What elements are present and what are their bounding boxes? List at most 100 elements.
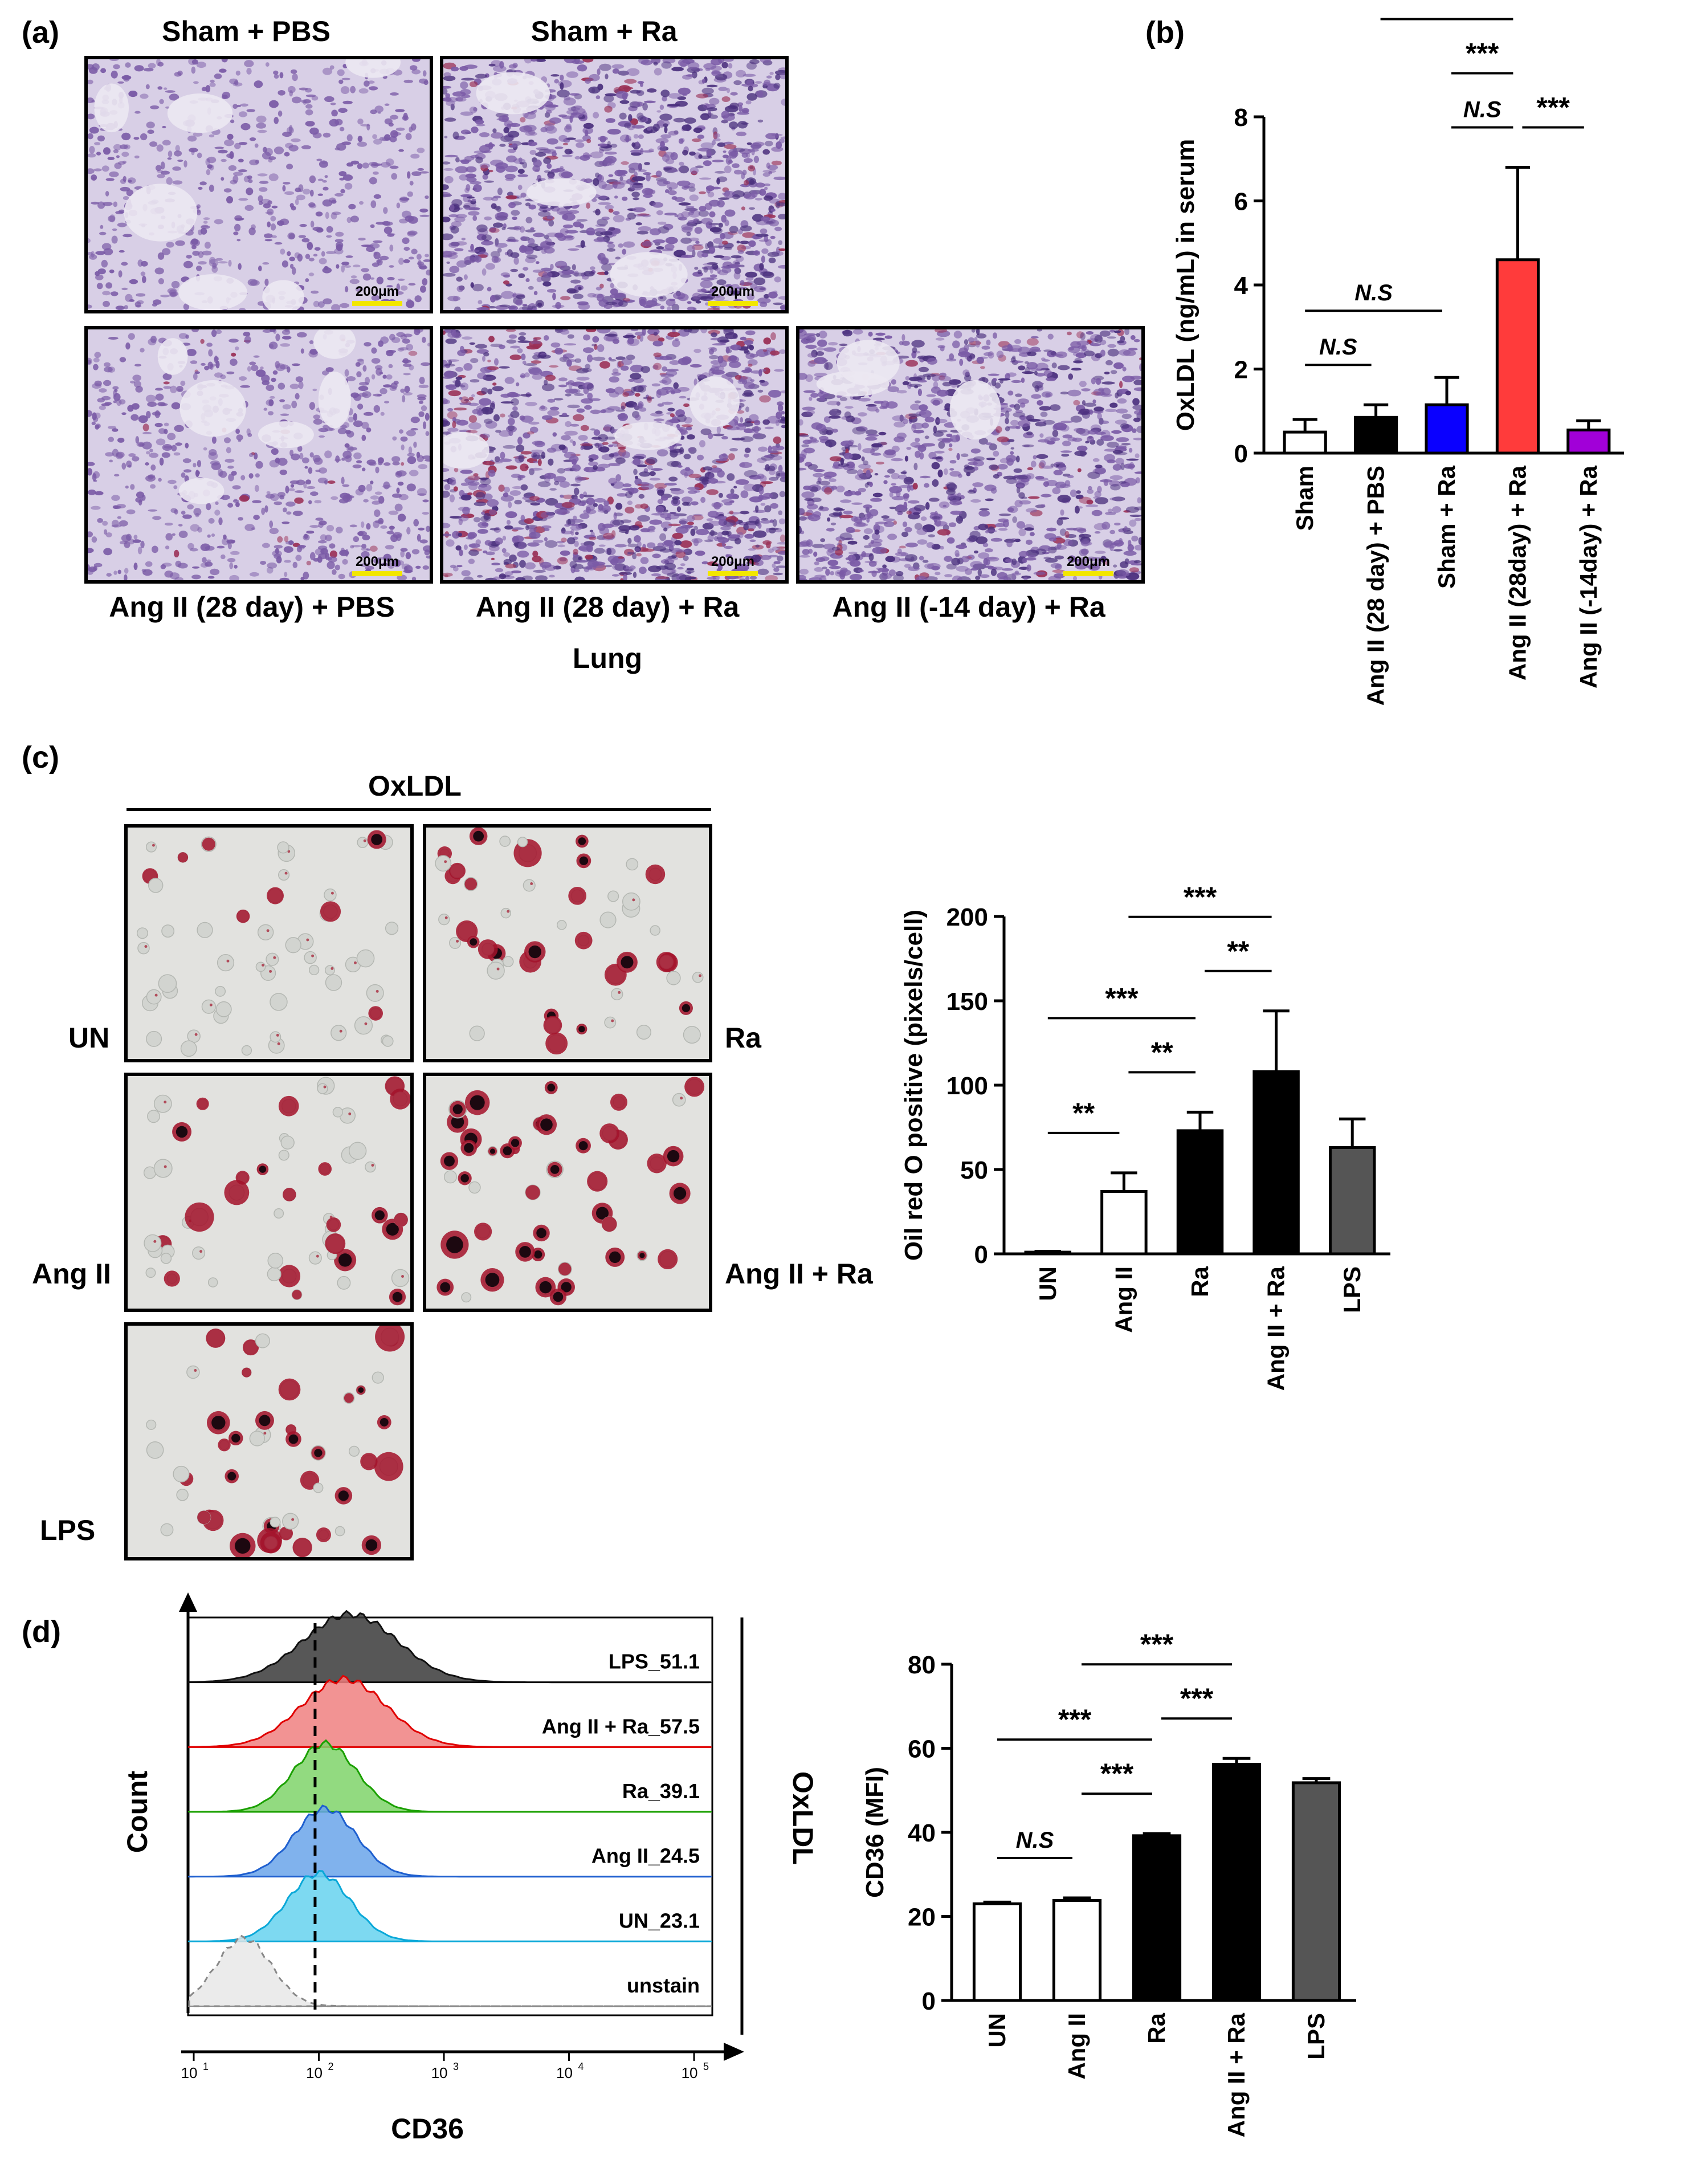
tissue-cell xyxy=(745,100,752,105)
tissue-cell xyxy=(731,284,740,291)
tissue-cell xyxy=(268,156,276,160)
tissue-cell xyxy=(388,364,393,368)
tissue-cell xyxy=(122,160,127,164)
tissue-cell xyxy=(605,118,615,123)
tissue-cell xyxy=(571,60,585,64)
tissue-cell xyxy=(593,178,599,186)
tissue-cell xyxy=(380,525,387,529)
tissue-cell xyxy=(324,96,334,103)
tissue-cell xyxy=(382,221,390,226)
tissue-cell xyxy=(132,539,141,543)
tissue-cell xyxy=(443,88,448,95)
tissue-cell xyxy=(768,165,778,170)
tissue-cell xyxy=(562,213,576,221)
tissue-cell xyxy=(157,62,164,67)
tissue-cell xyxy=(103,300,110,307)
tissue-cell xyxy=(668,190,677,195)
tissue-cell xyxy=(373,393,382,397)
tissue-cell xyxy=(682,124,692,131)
tissue-cell xyxy=(568,107,580,111)
tissue-cell xyxy=(570,279,581,284)
tissue-cell xyxy=(408,256,414,260)
tissue-cell xyxy=(121,132,131,141)
tissue-cell xyxy=(677,213,684,220)
tissue-cell xyxy=(491,132,504,139)
tissue-cell xyxy=(346,376,356,381)
tissue-cell xyxy=(479,163,490,169)
tissue-cell xyxy=(513,256,519,265)
tissue-cell xyxy=(389,265,394,268)
tissue-cell xyxy=(373,251,377,256)
tissue-cell xyxy=(158,278,164,284)
tissue-cell xyxy=(88,79,93,84)
tissue-cell xyxy=(557,270,570,276)
tissue-cell xyxy=(303,572,309,580)
tissue-cell xyxy=(370,109,377,115)
tissue-cell xyxy=(773,302,783,305)
tissue-cell xyxy=(414,329,421,336)
tissue-cell xyxy=(656,246,664,250)
stained-cell xyxy=(604,105,613,113)
tissue-cell xyxy=(361,434,366,441)
tissue-cell xyxy=(313,300,320,308)
tissue-cell xyxy=(234,215,243,221)
tissue-cell xyxy=(121,287,128,291)
tissue-cell xyxy=(121,262,128,266)
stained-cell xyxy=(608,209,614,213)
stained-cell xyxy=(744,180,749,186)
tissue-cell xyxy=(97,201,105,209)
tissue-cell xyxy=(754,198,763,201)
tissue-cell xyxy=(578,286,582,290)
tissue-cell xyxy=(209,184,214,192)
tissue-cell xyxy=(358,238,366,241)
tissue-cell xyxy=(707,191,715,198)
tissue-cell xyxy=(321,251,325,257)
tissue-cell xyxy=(630,149,643,153)
tissue-cell xyxy=(700,296,713,301)
tissue-cell xyxy=(537,211,551,217)
tissue-cell xyxy=(524,112,537,120)
tissue-cell xyxy=(489,226,496,233)
tissue-cell xyxy=(380,162,391,168)
tissue-cell xyxy=(466,177,477,182)
tissue-cell xyxy=(119,250,125,253)
tissue-cell xyxy=(370,224,375,229)
tissue-cell xyxy=(599,145,613,152)
tissue-cell xyxy=(289,256,296,262)
tissue-cell xyxy=(589,74,600,82)
tissue-cell xyxy=(695,300,701,304)
tissue-cell xyxy=(606,248,615,252)
tissue-cell xyxy=(550,263,554,270)
stained-cell xyxy=(778,248,785,251)
tissue-cell xyxy=(500,135,513,142)
tissue-cell xyxy=(234,223,241,232)
tissue-cell xyxy=(741,152,748,158)
tissue-cell xyxy=(535,169,540,172)
tissue-cell xyxy=(652,123,660,132)
tissue-cell xyxy=(146,411,151,419)
tissue-cell xyxy=(517,169,525,174)
tissue-cell xyxy=(282,404,291,410)
tissue-cell xyxy=(274,545,283,549)
tissue-cell xyxy=(770,235,776,239)
tissue-cell xyxy=(550,169,561,173)
tissue-cell xyxy=(243,176,250,182)
tissue-cell xyxy=(425,413,430,421)
tissue-cell xyxy=(342,100,353,104)
tissue-cell xyxy=(580,240,585,248)
tissue-cell xyxy=(411,248,418,255)
tissue-cell xyxy=(352,464,362,468)
tissue-cell xyxy=(258,265,262,272)
tissue-cell xyxy=(349,279,360,284)
tissue-cell xyxy=(684,117,696,124)
tissue-cell xyxy=(508,202,516,209)
tissue-cell xyxy=(564,125,572,133)
tissue-cell xyxy=(399,218,408,224)
tissue-cell xyxy=(107,157,115,160)
tissue-cell xyxy=(420,286,426,293)
tissue-cell xyxy=(461,78,475,81)
tissue-cell xyxy=(142,441,152,450)
tissue-cell xyxy=(508,64,517,69)
tissue-cell xyxy=(493,222,503,228)
tissue-cell xyxy=(99,231,107,235)
